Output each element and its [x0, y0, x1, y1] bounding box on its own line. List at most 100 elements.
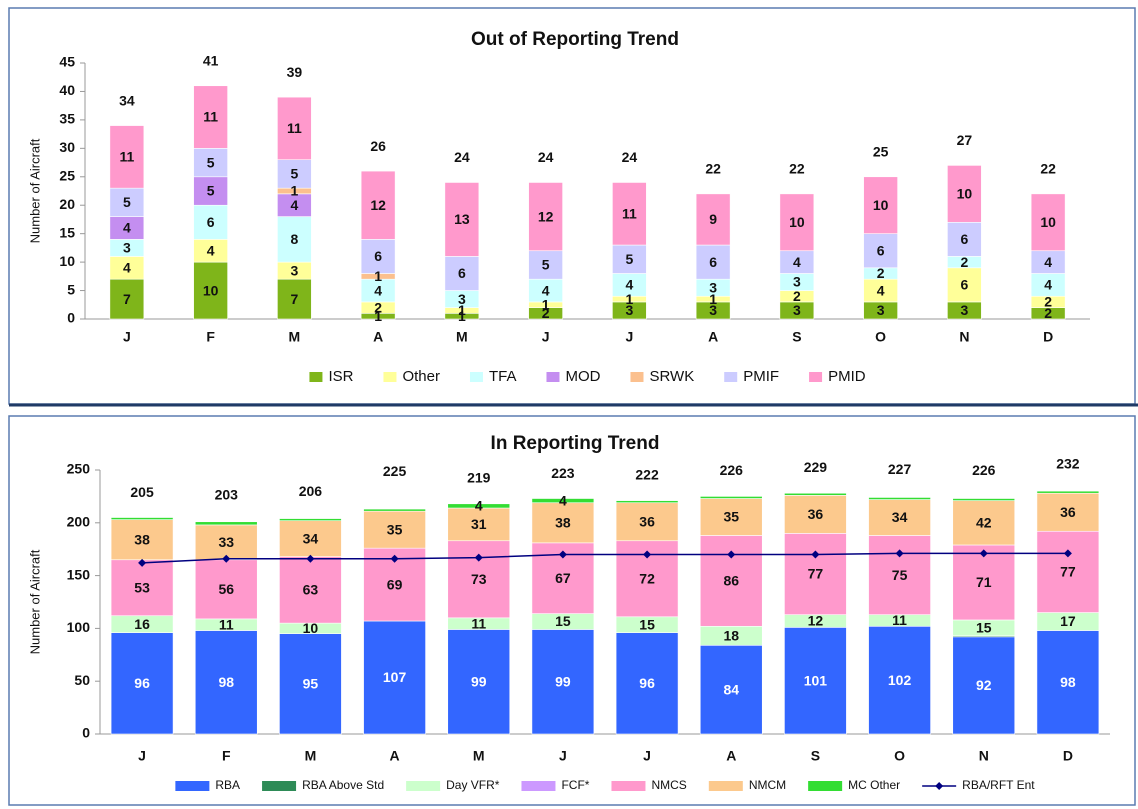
data-label: 33: [218, 534, 234, 550]
total-label: 25: [873, 143, 889, 159]
y-tick-label: 35: [59, 111, 75, 127]
y-axis-title: Number of Aircraft: [27, 138, 42, 243]
total-label: 26: [370, 138, 386, 154]
total-label: 22: [705, 161, 721, 177]
data-label: 5: [207, 183, 215, 199]
bar-segment: [784, 627, 847, 735]
total-label: 24: [538, 149, 554, 165]
bar-segment: [277, 159, 312, 189]
bar-segment: [699, 496, 763, 499]
legend-swatch: [521, 781, 556, 791]
data-label: 11: [471, 615, 486, 631]
data-label: 4: [475, 498, 483, 514]
total-label: 232: [1056, 456, 1080, 472]
data-label: 35: [387, 521, 403, 537]
data-label: 3: [960, 302, 968, 318]
x-tick-label: S: [811, 748, 820, 764]
y-tick-label: 5: [67, 281, 75, 297]
bar-segment: [531, 498, 595, 504]
data-label: 6: [709, 254, 717, 270]
y-axis-title: Number of Aircraft: [27, 549, 42, 654]
x-tick-label: N: [959, 329, 969, 345]
data-label: 4: [123, 260, 131, 276]
data-label: 6: [207, 214, 215, 230]
data-label: 38: [134, 531, 150, 547]
total-label: 222: [635, 466, 659, 482]
bar-segment: [947, 165, 982, 223]
marker: [1063, 549, 1072, 558]
data-label: 11: [892, 612, 907, 628]
bar-segment: [531, 502, 595, 544]
bar-segment: [779, 193, 815, 252]
x-tick-label: J: [643, 748, 651, 764]
bar-segment: [194, 524, 258, 561]
legend-label: NMCS: [651, 778, 686, 792]
bar-segment: [109, 278, 145, 320]
bar-segment: [531, 629, 595, 735]
data-label: 18: [723, 627, 739, 643]
legend-label: MOD: [565, 368, 600, 385]
bar-segment: [952, 544, 1016, 621]
data-label: 4: [123, 220, 131, 236]
data-label: 13: [454, 211, 470, 227]
x-tick-label: M: [473, 748, 485, 764]
x-tick-label: M: [456, 329, 468, 345]
bar-segment: [863, 176, 898, 234]
bar-segment: [695, 193, 731, 246]
marker: [895, 549, 904, 558]
data-label: 6: [960, 277, 968, 293]
y-tick-label: 0: [67, 310, 75, 326]
bar-segment: [528, 250, 563, 280]
x-tick-label: N: [979, 748, 989, 764]
data-label: 1: [374, 308, 382, 324]
y-tick-label: 10: [59, 253, 75, 269]
bar-segment: [277, 278, 312, 320]
data-label: 36: [639, 513, 655, 529]
total-label: 223: [551, 465, 575, 481]
bar-segment: [695, 244, 731, 280]
y-tick-label: 40: [59, 82, 75, 98]
marker: [979, 549, 988, 558]
data-label: 98: [218, 674, 234, 690]
data-label: 96: [639, 675, 655, 691]
legend-swatch: [546, 372, 560, 382]
data-label: 96: [134, 675, 150, 691]
data-label: 5: [207, 154, 215, 170]
legend-swatch: [611, 781, 646, 791]
bar-segment: [615, 502, 679, 542]
data-label: 36: [1060, 504, 1076, 520]
legend-swatch: [708, 781, 743, 791]
data-label: 4: [877, 282, 885, 298]
data-label: 11: [119, 149, 134, 165]
y-tick-label: 0: [82, 725, 90, 741]
bar-segment: [447, 503, 511, 509]
total-label: 226: [972, 462, 996, 478]
data-label: 67: [555, 570, 571, 586]
data-label: 11: [203, 109, 218, 125]
bar-segment: [360, 170, 396, 240]
bar-segment: [109, 125, 145, 189]
y-tick-label: 20: [59, 196, 75, 212]
x-tick-label: O: [894, 748, 905, 764]
x-tick-label: A: [708, 329, 718, 345]
legend-swatch: [724, 372, 738, 382]
data-label: 63: [303, 582, 319, 598]
bar-segment: [194, 521, 258, 526]
data-label: 99: [555, 673, 571, 689]
data-label: 1: [458, 302, 466, 318]
bar-segment: [277, 216, 312, 263]
bar-segment: [279, 633, 342, 735]
data-label: 9: [709, 211, 717, 227]
x-tick-label: J: [559, 748, 567, 764]
legend: RBA RBA Above Std Day VFR* FCF* NMCS NMCM MC O…: [175, 778, 1035, 792]
legend-label: RBA Above Std: [302, 778, 384, 792]
legend-label: MC Other: [848, 778, 900, 792]
data-label: 8: [290, 231, 298, 247]
bar-segment: [110, 519, 174, 561]
legend-swatch: [808, 781, 843, 791]
total-label: 22: [1040, 161, 1056, 177]
bar-segment: [279, 520, 342, 557]
total-label: 205: [130, 484, 154, 500]
data-label: 4: [542, 282, 550, 298]
